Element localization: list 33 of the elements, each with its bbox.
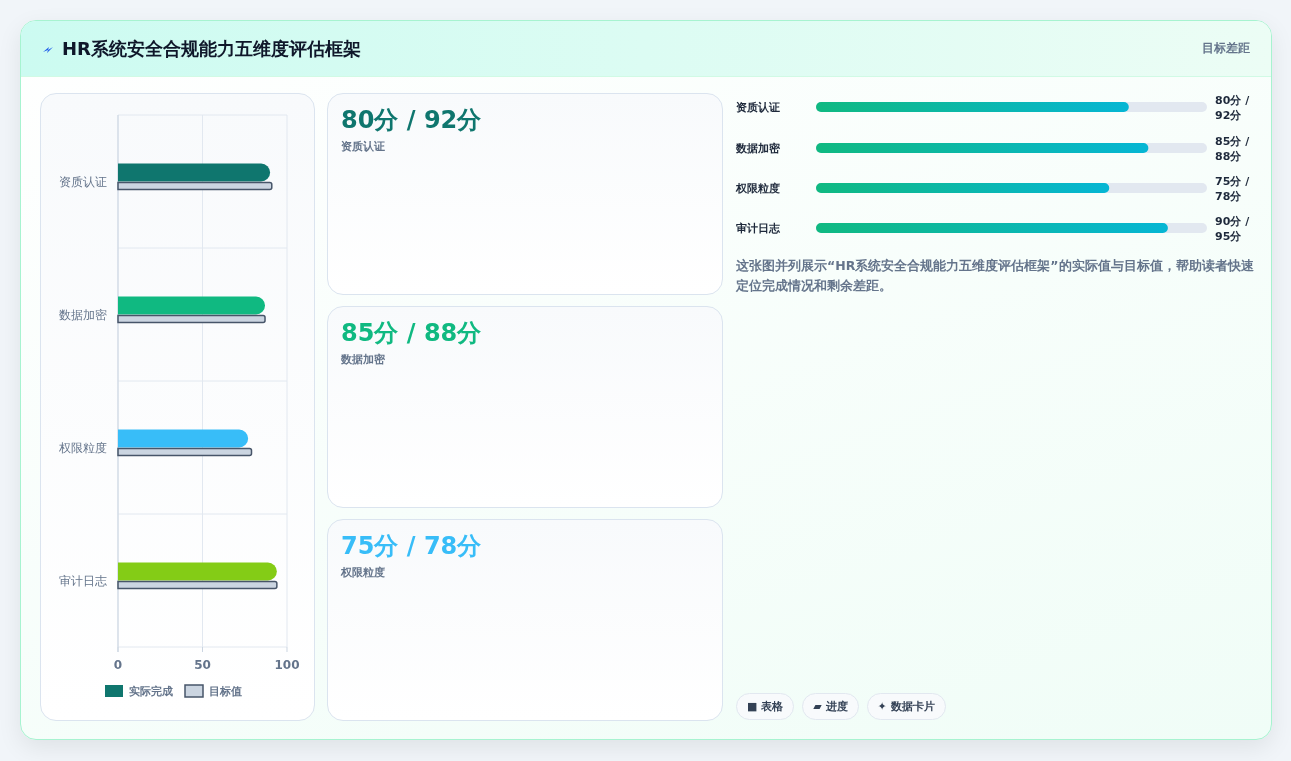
data-label: 75分 / 78分 <box>1215 175 1251 203</box>
x-tick-label: 50 <box>194 658 211 672</box>
bar <box>118 562 277 581</box>
category-label: 权限粒度 <box>340 566 385 579</box>
text: ▰ 进度 <box>802 693 859 720</box>
legend-label: 目标值 <box>209 685 242 698</box>
text: 85分 / 88分 <box>341 319 483 347</box>
data-label: 85分 / 88分 <box>1215 135 1251 163</box>
bar <box>118 429 249 448</box>
y-tick-label: 审计日志 <box>736 222 781 235</box>
data-label: 80分 / 92分 <box>1215 94 1251 122</box>
text: ✦ 数据卡片 <box>866 693 946 720</box>
text: HR系统安全合规能力五维度评估框架 <box>62 38 361 59</box>
x-tick-label: 100 <box>274 658 300 672</box>
text: ■ 表格 <box>736 693 795 720</box>
y-tick-label: 数据加密 <box>59 307 107 322</box>
y-tick-label: 资质认证 <box>736 101 780 114</box>
y-tick-label: 审计日志 <box>59 573 107 588</box>
text: 80分 / 92分 <box>341 106 483 134</box>
category-label: 数据加密 <box>340 353 386 366</box>
y-tick-label: 权限粒度 <box>735 182 780 195</box>
text: 75分 / 78分 <box>341 532 483 560</box>
y-tick-label: 权限粒度 <box>58 440 107 455</box>
x-tick-label: 0 <box>113 658 123 672</box>
y-tick-label: 资质认证 <box>59 174 107 189</box>
y-tick-label: 数据加密 <box>735 142 781 155</box>
data-label: 90分 / 95分 <box>1215 215 1251 243</box>
text: 这张图并列展示“HR系统安全合规能力五维度评估框架”的实际值与目标值，帮助读者快速定位完成情况和剩余差距。 <box>736 257 1254 295</box>
text: 目标差距 <box>1202 41 1250 55</box>
category-label: 资质认证 <box>341 140 385 153</box>
bar <box>118 163 271 182</box>
bar <box>118 296 266 315</box>
legend-label: 实际完成 <box>129 685 173 698</box>
